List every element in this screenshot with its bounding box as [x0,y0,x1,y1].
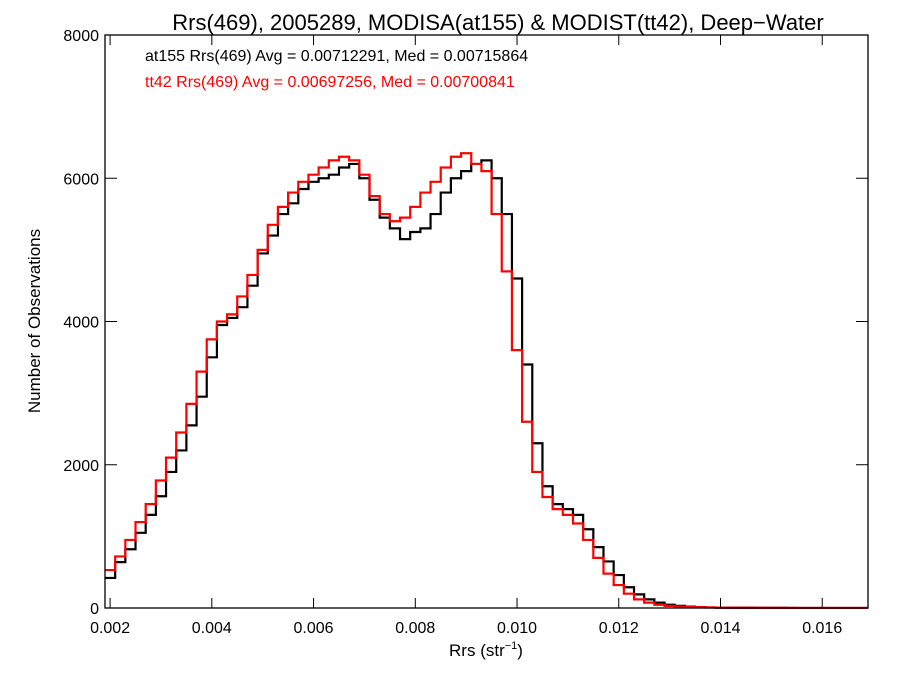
x-axis-label: Rrs (str−1) [449,640,523,660]
y-tick-label: 0 [90,601,99,618]
x-tick-label: 0.002 [90,620,130,637]
axis-layer: 0.002 0.004 0.006 0.008 0.010 0.012 0.014 0.016… [63,28,868,637]
x-axis-label-close: ) [517,641,523,660]
stats-annotation-tt42: tt42 Rrs(469) Avg = 0.00697256, Med = 0.… [145,74,515,91]
x-tick-label: 0.008 [395,620,435,637]
series-line-at155 [105,159,868,610]
series-layer [105,152,868,610]
x-tick-label: 0.012 [599,620,639,637]
y-tick-label: 8000 [63,28,99,45]
y-axis-label: Number of Observations [25,229,44,413]
x-tick-label: 0.014 [700,620,740,637]
annotation-layer: at155 Rrs(469) Avg = 0.00712291, Med = 0… [145,48,528,91]
x-tick-label: 0.006 [294,620,334,637]
x-tick-label: 0.016 [802,620,842,637]
x-axis-label-main: Rrs (str [449,641,505,660]
chart-title: Rrs(469), 2005289, MODISA(at155) & MODIS… [172,10,823,35]
x-axis-label-superscript: −1 [505,640,518,652]
y-tick-label: 2000 [63,458,99,475]
y-tick-label: 6000 [63,171,99,188]
y-tick-label: 4000 [63,315,99,332]
stats-annotation-at155: at155 Rrs(469) Avg = 0.00712291, Med = 0… [145,48,528,65]
x-tick-label: 0.004 [192,620,232,637]
series-line-tt42 [105,152,868,610]
x-tick-label: 0.010 [497,620,537,637]
